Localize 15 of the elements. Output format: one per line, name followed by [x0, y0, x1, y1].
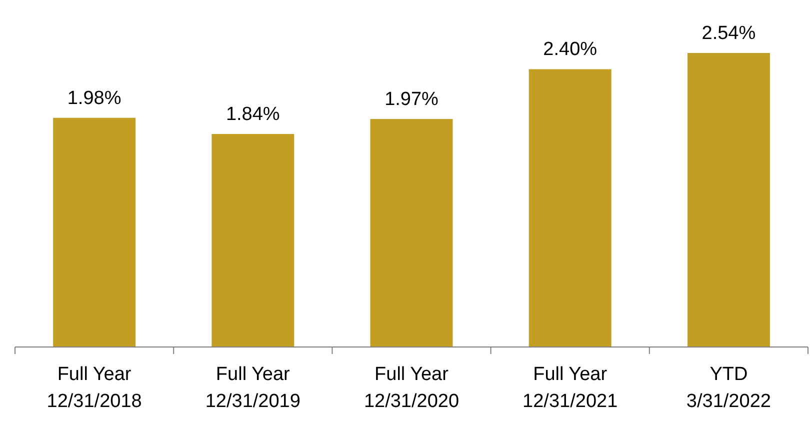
bar	[528, 69, 612, 347]
data-label: 2.40%	[543, 39, 598, 60]
bar	[53, 118, 136, 347]
bar	[212, 134, 294, 347]
data-label: 2.54%	[702, 23, 756, 44]
x-tick-label: Full Year 12/31/2020	[364, 364, 460, 412]
bar	[687, 53, 770, 347]
x-tick-label: Full Year 12/31/2019	[205, 364, 300, 412]
data-label: 1.84%	[226, 104, 280, 126]
data-label: 1.98%	[67, 88, 122, 109]
x-tick-label: Full Year 12/31/2018	[46, 364, 142, 412]
x-tick-label: Full Year 12/31/2021	[522, 364, 618, 412]
x-tick-label: YTD 3/31/2022	[686, 364, 771, 412]
bar	[370, 118, 453, 347]
data-label: 1.97%	[384, 88, 439, 110]
